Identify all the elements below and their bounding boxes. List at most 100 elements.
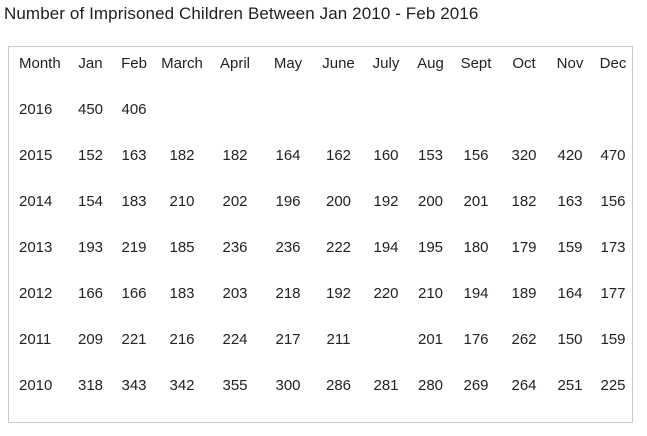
value-cell: 264 [511, 377, 537, 394]
year-cell: 2013 [19, 239, 53, 256]
column-header-aug: Aug [417, 55, 444, 72]
value-cell: 154 [77, 193, 104, 210]
value-cell [363, 93, 409, 139]
table-row: 2013 193 219 185 236 236 222 194 195 180 179 159 173 [9, 231, 632, 277]
value-cell: 160 [373, 147, 399, 164]
value-cell: 192 [325, 285, 352, 302]
table-row: 2014 154 183 210 202 196 200 192 200 201 182 163 156 [9, 185, 632, 231]
value-cell: 179 [511, 239, 537, 256]
value-cell: 182 [169, 147, 195, 164]
value-cell: 152 [77, 147, 104, 164]
value-cell: 166 [121, 285, 147, 302]
column-header-nov: Nov [556, 55, 584, 72]
value-cell: 196 [275, 193, 301, 210]
value-cell: 189 [511, 285, 537, 302]
column-header-march: March [161, 55, 203, 72]
value-cell: 182 [511, 193, 537, 210]
value-cell: 156 [463, 147, 489, 164]
value-cell: 192 [373, 193, 399, 210]
value-cell: 420 [557, 147, 583, 164]
value-cell: 163 [557, 193, 583, 210]
value-cell: 300 [275, 377, 301, 394]
table-body: 2016 450 406 2015 152 163 182 182 164 162 160 153 15… [9, 93, 632, 415]
table-head: Month Jan Feb March April May June July Aug Sept O… [9, 47, 632, 93]
value-cell: 450 [77, 101, 104, 118]
value-cell: 218 [275, 285, 301, 302]
value-cell: 470 [600, 147, 626, 164]
value-cell: 236 [275, 239, 301, 256]
value-cell [409, 93, 452, 139]
column-header-april: April [219, 55, 250, 72]
value-cell: 185 [169, 239, 195, 256]
table-row: 2010 318 343 342 355 300 286 281 280 269 264 251 225 [9, 369, 632, 415]
value-cell: 176 [463, 331, 489, 348]
year-cell: 2014 [19, 193, 53, 210]
value-cell: 159 [600, 331, 626, 348]
value-cell: 224 [222, 331, 248, 348]
value-cell: 180 [463, 239, 489, 256]
value-cell: 195 [417, 239, 444, 256]
value-cell: 217 [275, 331, 301, 348]
value-cell: 251 [557, 377, 583, 394]
table-row: 2016 450 406 [9, 93, 632, 139]
value-cell: 201 [417, 331, 444, 348]
value-cell: 166 [77, 285, 104, 302]
value-cell: 156 [600, 193, 626, 210]
column-header-sept: Sept [460, 55, 492, 72]
value-cell: 194 [463, 285, 489, 302]
value-cell: 150 [557, 331, 583, 348]
page-title: Number of Imprisoned Children Between Ja… [4, 4, 479, 23]
value-cell: 194 [373, 239, 399, 256]
value-cell: 281 [373, 377, 399, 394]
column-header-month: Month [19, 55, 61, 72]
column-header-july: July [372, 55, 400, 72]
value-cell: 209 [77, 331, 104, 348]
imprisoned-children-table: Month Jan Feb March April May June July Aug Sept O… [9, 47, 632, 415]
value-cell: 216 [169, 331, 195, 348]
value-cell: 183 [169, 285, 195, 302]
value-cell: 211 [326, 331, 351, 348]
value-cell: 162 [325, 147, 352, 164]
table-row: 2012 166 166 183 203 218 192 220 210 194 189 164 177 [9, 277, 632, 323]
header-row: Month Jan Feb March April May June July Aug Sept O… [9, 47, 632, 93]
value-cell: 318 [77, 377, 104, 394]
value-cell: 343 [121, 377, 147, 394]
table-row: 2011 209 221 216 224 217 211 201 176 262 150 159 [9, 323, 632, 369]
value-cell [208, 93, 262, 139]
value-cell: 173 [600, 239, 626, 256]
value-cell [262, 93, 314, 139]
value-cell [500, 93, 548, 139]
value-cell: 164 [275, 147, 301, 164]
value-cell [156, 93, 208, 139]
value-cell: 210 [169, 193, 195, 210]
value-cell: 269 [463, 377, 489, 394]
value-cell: 286 [325, 377, 352, 394]
value-cell: 203 [222, 285, 248, 302]
value-cell: 182 [222, 147, 248, 164]
value-cell: 201 [463, 193, 489, 210]
value-cell: 183 [121, 193, 147, 210]
year-cell: 2016 [19, 101, 53, 118]
value-cell [592, 93, 632, 139]
column-header-may: May [273, 55, 303, 72]
value-cell [314, 93, 363, 139]
table-row: 2015 152 163 182 182 164 162 160 153 156 320 420 470 [9, 139, 632, 185]
column-header-jan: Jan [78, 55, 103, 72]
column-header-june: June [322, 55, 355, 72]
year-cell: 2011 [19, 331, 52, 348]
year-cell: 2010 [19, 377, 53, 394]
value-cell: 342 [169, 377, 195, 394]
table-container: Month Jan Feb March April May June July Aug Sept O… [8, 46, 633, 423]
value-cell: 159 [557, 239, 583, 256]
column-header-oct: Oct [512, 55, 536, 72]
value-cell: 219 [121, 239, 147, 256]
value-cell: 221 [121, 331, 147, 348]
value-cell: 320 [511, 147, 537, 164]
value-cell: 202 [222, 193, 248, 210]
value-cell: 236 [222, 239, 248, 256]
value-cell [363, 323, 409, 369]
value-cell [548, 93, 592, 139]
value-cell: 200 [417, 193, 444, 210]
value-cell: 220 [373, 285, 399, 302]
year-cell: 2012 [19, 285, 53, 302]
